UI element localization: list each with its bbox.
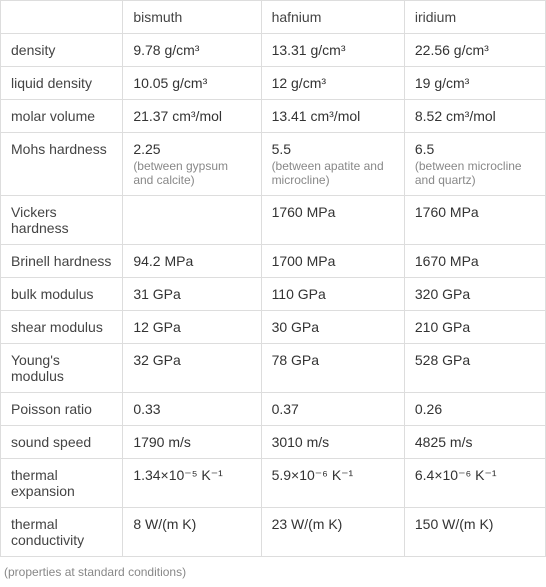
col-header-empty xyxy=(1,1,123,34)
cell-value: 32 GPa xyxy=(123,344,261,393)
table-row: bulk modulus 31 GPa 110 GPa 320 GPa xyxy=(1,278,546,311)
footnote: (properties at standard conditions) xyxy=(0,557,546,587)
table-row: molar volume 21.37 cm³/mol 13.41 cm³/mol… xyxy=(1,100,546,133)
cell-value: 0.33 xyxy=(123,393,261,426)
cell-value: 19 g/cm³ xyxy=(404,67,545,100)
cell-value: 320 GPa xyxy=(404,278,545,311)
cell-value: 528 GPa xyxy=(404,344,545,393)
cell-value: 110 GPa xyxy=(261,278,404,311)
col-header-hafnium: hafnium xyxy=(261,1,404,34)
cell-sub: (between gypsum and calcite) xyxy=(133,159,250,187)
row-label: Brinell hardness xyxy=(1,245,123,278)
table-row: Poisson ratio 0.33 0.37 0.26 xyxy=(1,393,546,426)
cell-value: 12 g/cm³ xyxy=(261,67,404,100)
cell-value xyxy=(123,196,261,245)
cell-value: 0.26 xyxy=(404,393,545,426)
cell-value: 8 W/(m K) xyxy=(123,508,261,557)
cell-sub: (between apatite and microcline) xyxy=(272,159,394,187)
row-label: thermal expansion xyxy=(1,459,123,508)
cell-value: 94.2 MPa xyxy=(123,245,261,278)
row-label: sound speed xyxy=(1,426,123,459)
cell-value: 8.52 cm³/mol xyxy=(404,100,545,133)
cell-value: 5.5 (between apatite and microcline) xyxy=(261,133,404,196)
row-label: thermal conductivity xyxy=(1,508,123,557)
row-label: shear modulus xyxy=(1,311,123,344)
cell-value: 12 GPa xyxy=(123,311,261,344)
cell-value: 10.05 g/cm³ xyxy=(123,67,261,100)
table-row: thermal conductivity 8 W/(m K) 23 W/(m K… xyxy=(1,508,546,557)
row-label: liquid density xyxy=(1,67,123,100)
cell-value: 30 GPa xyxy=(261,311,404,344)
table-row: thermal expansion 1.34×10⁻⁵ K⁻¹ 5.9×10⁻⁶… xyxy=(1,459,546,508)
cell-value: 78 GPa xyxy=(261,344,404,393)
cell-value: 210 GPa xyxy=(404,311,545,344)
table-row: Young's modulus 32 GPa 78 GPa 528 GPa xyxy=(1,344,546,393)
cell-value: 1700 MPa xyxy=(261,245,404,278)
row-label: molar volume xyxy=(1,100,123,133)
row-label: bulk modulus xyxy=(1,278,123,311)
cell-value: 1760 MPa xyxy=(261,196,404,245)
table-row: sound speed 1790 m/s 3010 m/s 4825 m/s xyxy=(1,426,546,459)
row-label: Poisson ratio xyxy=(1,393,123,426)
col-header-bismuth: bismuth xyxy=(123,1,261,34)
cell-value: 0.37 xyxy=(261,393,404,426)
table-row: shear modulus 12 GPa 30 GPa 210 GPa xyxy=(1,311,546,344)
cell-value: 4825 m/s xyxy=(404,426,545,459)
cell-main: 6.5 xyxy=(415,141,434,157)
row-label: Young's modulus xyxy=(1,344,123,393)
table-row: density 9.78 g/cm³ 13.31 g/cm³ 22.56 g/c… xyxy=(1,34,546,67)
cell-main: 2.25 xyxy=(133,141,160,157)
cell-value: 1670 MPa xyxy=(404,245,545,278)
cell-value: 13.31 g/cm³ xyxy=(261,34,404,67)
cell-value: 2.25 (between gypsum and calcite) xyxy=(123,133,261,196)
cell-value: 13.41 cm³/mol xyxy=(261,100,404,133)
table-row: Brinell hardness 94.2 MPa 1700 MPa 1670 … xyxy=(1,245,546,278)
cell-value: 1760 MPa xyxy=(404,196,545,245)
table-row: Vickers hardness 1760 MPa 1760 MPa xyxy=(1,196,546,245)
cell-value: 23 W/(m K) xyxy=(261,508,404,557)
cell-value: 1.34×10⁻⁵ K⁻¹ xyxy=(123,459,261,508)
cell-value: 150 W/(m K) xyxy=(404,508,545,557)
cell-value: 9.78 g/cm³ xyxy=(123,34,261,67)
cell-value: 31 GPa xyxy=(123,278,261,311)
cell-value: 5.9×10⁻⁶ K⁻¹ xyxy=(261,459,404,508)
cell-value: 3010 m/s xyxy=(261,426,404,459)
cell-value: 6.5 (between microcline and quartz) xyxy=(404,133,545,196)
table-row: liquid density 10.05 g/cm³ 12 g/cm³ 19 g… xyxy=(1,67,546,100)
table-row: Mohs hardness 2.25 (between gypsum and c… xyxy=(1,133,546,196)
cell-main: 5.5 xyxy=(272,141,291,157)
properties-table: bismuth hafnium iridium density 9.78 g/c… xyxy=(0,0,546,557)
cell-value: 21.37 cm³/mol xyxy=(123,100,261,133)
cell-value: 1790 m/s xyxy=(123,426,261,459)
col-header-iridium: iridium xyxy=(404,1,545,34)
row-label: density xyxy=(1,34,123,67)
cell-sub: (between microcline and quartz) xyxy=(415,159,535,187)
table-header-row: bismuth hafnium iridium xyxy=(1,1,546,34)
cell-value: 22.56 g/cm³ xyxy=(404,34,545,67)
cell-value: 6.4×10⁻⁶ K⁻¹ xyxy=(404,459,545,508)
row-label: Mohs hardness xyxy=(1,133,123,196)
row-label: Vickers hardness xyxy=(1,196,123,245)
